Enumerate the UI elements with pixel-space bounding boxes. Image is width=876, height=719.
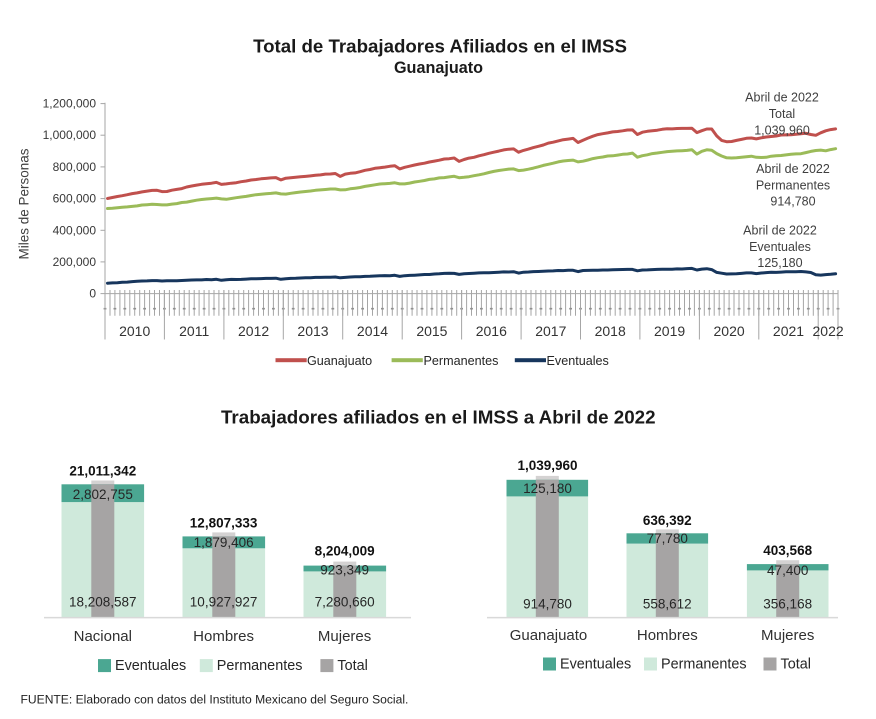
svg-text:Mujeres: Mujeres xyxy=(318,628,371,645)
svg-text:914,780: 914,780 xyxy=(770,195,815,209)
svg-text:Permanentes: Permanentes xyxy=(217,658,303,674)
svg-text:Mujeres: Mujeres xyxy=(761,627,814,644)
svg-text:Total: Total xyxy=(781,657,811,673)
svg-text:Permanentes: Permanentes xyxy=(661,657,747,673)
svg-text:1,039,960: 1,039,960 xyxy=(754,123,810,137)
svg-text:21,011,342: 21,011,342 xyxy=(69,464,136,479)
svg-text:200,000: 200,000 xyxy=(53,255,97,269)
svg-text:2010: 2010 xyxy=(119,323,150,339)
svg-text:Trabajadores afiliados en el I: Trabajadores afiliados en el IMSS a Abri… xyxy=(221,407,656,428)
svg-text:2014: 2014 xyxy=(357,323,388,339)
svg-text:Hombres: Hombres xyxy=(637,627,698,644)
svg-text:914,780: 914,780 xyxy=(523,597,572,612)
svg-text:Permanentes: Permanentes xyxy=(424,354,499,368)
svg-text:2016: 2016 xyxy=(476,323,507,339)
svg-text:18,208,587: 18,208,587 xyxy=(69,595,137,610)
svg-text:Abril de 2022: Abril de 2022 xyxy=(745,91,819,105)
svg-text:1,879,406: 1,879,406 xyxy=(194,535,254,550)
svg-text:Eventuales: Eventuales xyxy=(115,658,186,674)
svg-text:Eventuales: Eventuales xyxy=(749,240,811,254)
svg-text:Permanentes: Permanentes xyxy=(756,178,830,192)
svg-text:1,200,000: 1,200,000 xyxy=(43,97,97,111)
svg-text:800,000: 800,000 xyxy=(53,160,97,174)
svg-text:2015: 2015 xyxy=(416,323,447,339)
svg-text:Total: Total xyxy=(769,107,795,121)
svg-text:600,000: 600,000 xyxy=(53,192,97,206)
svg-text:Eventuales: Eventuales xyxy=(560,657,631,673)
svg-text:10,927,927: 10,927,927 xyxy=(190,595,258,610)
svg-text:400,000: 400,000 xyxy=(53,223,97,237)
svg-text:Total: Total xyxy=(337,658,367,674)
svg-text:1,000,000: 1,000,000 xyxy=(43,128,97,142)
svg-text:Guanajuato: Guanajuato xyxy=(307,354,372,368)
svg-text:0: 0 xyxy=(89,287,96,301)
svg-text:2019: 2019 xyxy=(654,323,685,339)
svg-text:2017: 2017 xyxy=(535,323,566,339)
svg-text:Abril de 2022: Abril de 2022 xyxy=(743,224,817,238)
svg-text:558,612: 558,612 xyxy=(643,597,692,612)
svg-text:923,349: 923,349 xyxy=(320,563,369,578)
svg-text:8,204,009: 8,204,009 xyxy=(315,544,375,559)
svg-text:Eventuales: Eventuales xyxy=(547,354,609,368)
svg-text:403,568: 403,568 xyxy=(763,543,812,558)
svg-text:2013: 2013 xyxy=(297,323,328,339)
svg-text:7,280,660: 7,280,660 xyxy=(315,595,375,610)
svg-text:Hombres: Hombres xyxy=(193,628,254,645)
svg-text:2011: 2011 xyxy=(179,323,209,339)
svg-text:FUENTE: Elaborado con datos de: FUENTE: Elaborado con datos del Institut… xyxy=(21,693,409,707)
svg-text:2021: 2021 xyxy=(773,323,804,339)
svg-text:Guanajuato: Guanajuato xyxy=(394,59,483,77)
svg-text:47,400: 47,400 xyxy=(767,563,808,578)
svg-text:636,392: 636,392 xyxy=(643,513,692,528)
svg-text:2020: 2020 xyxy=(714,323,745,339)
svg-text:Abril de 2022: Abril de 2022 xyxy=(756,162,830,176)
svg-text:Total de Trabajadores Afiliado: Total de Trabajadores Afiliados en el IM… xyxy=(253,36,627,57)
svg-text:2022: 2022 xyxy=(813,323,844,339)
svg-text:1,039,960: 1,039,960 xyxy=(517,458,577,473)
svg-text:12,807,333: 12,807,333 xyxy=(190,516,258,531)
svg-text:125,180: 125,180 xyxy=(523,481,572,496)
svg-text:77,780: 77,780 xyxy=(647,531,688,546)
svg-text:Nacional: Nacional xyxy=(74,628,132,645)
svg-text:Guanajuato: Guanajuato xyxy=(510,627,588,644)
svg-text:356,168: 356,168 xyxy=(763,597,812,612)
svg-text:Miles de Personas: Miles de Personas xyxy=(17,148,32,259)
svg-text:2,802,755: 2,802,755 xyxy=(73,487,133,502)
svg-text:125,180: 125,180 xyxy=(757,256,802,270)
svg-text:2018: 2018 xyxy=(595,323,626,339)
svg-text:2012: 2012 xyxy=(238,323,269,339)
